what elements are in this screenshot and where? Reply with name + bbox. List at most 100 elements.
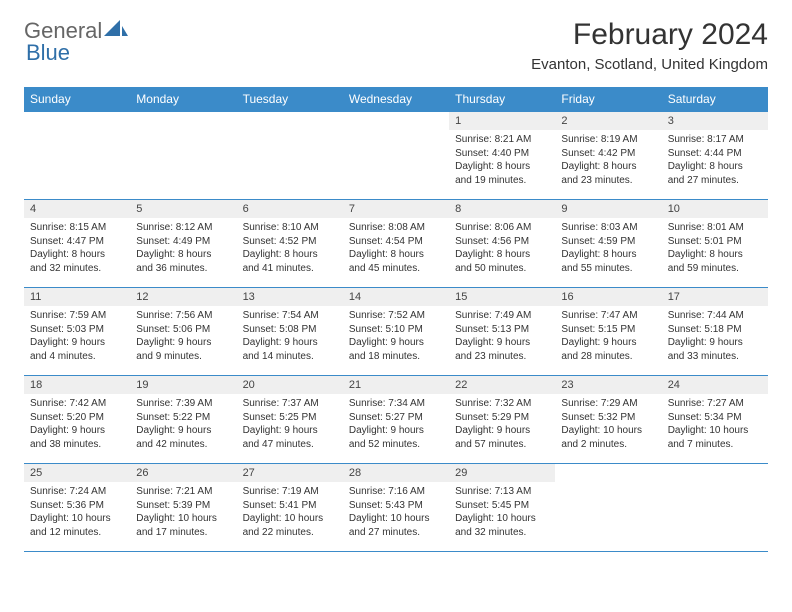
calendar-day-cell: 3Sunrise: 8:17 AMSunset: 4:44 PMDaylight…	[662, 112, 768, 200]
day-details: Sunrise: 8:21 AMSunset: 4:40 PMDaylight:…	[449, 130, 555, 192]
day-details: Sunrise: 8:01 AMSunset: 5:01 PMDaylight:…	[662, 218, 768, 280]
daylight-text: Daylight: 9 hours and 33 minutes.	[668, 336, 762, 363]
day-details: Sunrise: 8:17 AMSunset: 4:44 PMDaylight:…	[662, 130, 768, 192]
sunrise-text: Sunrise: 8:03 AM	[561, 221, 655, 235]
calendar-day-cell: 15Sunrise: 7:49 AMSunset: 5:13 PMDayligh…	[449, 288, 555, 376]
day-details: Sunrise: 7:19 AMSunset: 5:41 PMDaylight:…	[237, 482, 343, 544]
calendar-day-cell: 12Sunrise: 7:56 AMSunset: 5:06 PMDayligh…	[130, 288, 236, 376]
sunrise-text: Sunrise: 8:06 AM	[455, 221, 549, 235]
sunrise-text: Sunrise: 8:08 AM	[349, 221, 443, 235]
sunset-text: Sunset: 5:10 PM	[349, 323, 443, 337]
daylight-text: Daylight: 9 hours and 28 minutes.	[561, 336, 655, 363]
sunrise-text: Sunrise: 7:19 AM	[243, 485, 337, 499]
daylight-text: Daylight: 8 hours and 45 minutes.	[349, 248, 443, 275]
calendar-day-cell: 8Sunrise: 8:06 AMSunset: 4:56 PMDaylight…	[449, 200, 555, 288]
day-details: Sunrise: 7:39 AMSunset: 5:22 PMDaylight:…	[130, 394, 236, 456]
sunrise-text: Sunrise: 7:56 AM	[136, 309, 230, 323]
sunset-text: Sunset: 5:32 PM	[561, 411, 655, 425]
sunset-text: Sunset: 4:59 PM	[561, 235, 655, 249]
daylight-text: Daylight: 9 hours and 42 minutes.	[136, 424, 230, 451]
sunset-text: Sunset: 5:18 PM	[668, 323, 762, 337]
calendar-day-cell: 2Sunrise: 8:19 AMSunset: 4:42 PMDaylight…	[555, 112, 661, 200]
day-details: Sunrise: 8:10 AMSunset: 4:52 PMDaylight:…	[237, 218, 343, 280]
calendar-day-cell: 17Sunrise: 7:44 AMSunset: 5:18 PMDayligh…	[662, 288, 768, 376]
sunset-text: Sunset: 4:44 PM	[668, 147, 762, 161]
calendar-day-cell: 13Sunrise: 7:54 AMSunset: 5:08 PMDayligh…	[237, 288, 343, 376]
sunset-text: Sunset: 4:49 PM	[136, 235, 230, 249]
calendar-day-cell: 20Sunrise: 7:37 AMSunset: 5:25 PMDayligh…	[237, 376, 343, 464]
day-number: 19	[130, 376, 236, 394]
location-subtitle: Evanton, Scotland, United Kingdom	[531, 56, 768, 73]
calendar-day-cell: 1Sunrise: 8:21 AMSunset: 4:40 PMDaylight…	[449, 112, 555, 200]
sunrise-text: Sunrise: 7:34 AM	[349, 397, 443, 411]
day-number: 26	[130, 464, 236, 482]
sunset-text: Sunset: 5:36 PM	[30, 499, 124, 513]
day-details: Sunrise: 7:52 AMSunset: 5:10 PMDaylight:…	[343, 306, 449, 368]
day-number: 11	[24, 288, 130, 306]
sunrise-text: Sunrise: 7:37 AM	[243, 397, 337, 411]
daylight-text: Daylight: 8 hours and 41 minutes.	[243, 248, 337, 275]
weekday-header: Sunday	[24, 87, 130, 112]
sunset-text: Sunset: 4:47 PM	[30, 235, 124, 249]
sunrise-text: Sunrise: 7:44 AM	[668, 309, 762, 323]
calendar-day-cell: ..	[237, 112, 343, 200]
day-number: 21	[343, 376, 449, 394]
sunrise-text: Sunrise: 8:19 AM	[561, 133, 655, 147]
daylight-text: Daylight: 8 hours and 55 minutes.	[561, 248, 655, 275]
day-details: Sunrise: 7:49 AMSunset: 5:13 PMDaylight:…	[449, 306, 555, 368]
calendar-day-cell: ..	[662, 464, 768, 552]
day-details: Sunrise: 7:29 AMSunset: 5:32 PMDaylight:…	[555, 394, 661, 456]
sunset-text: Sunset: 5:22 PM	[136, 411, 230, 425]
day-number: 4	[24, 200, 130, 218]
sunrise-text: Sunrise: 7:27 AM	[668, 397, 762, 411]
day-details: Sunrise: 8:15 AMSunset: 4:47 PMDaylight:…	[24, 218, 130, 280]
sunset-text: Sunset: 5:08 PM	[243, 323, 337, 337]
sunset-text: Sunset: 5:25 PM	[243, 411, 337, 425]
sunset-text: Sunset: 4:40 PM	[455, 147, 549, 161]
sunset-text: Sunset: 5:41 PM	[243, 499, 337, 513]
sunrise-text: Sunrise: 8:17 AM	[668, 133, 762, 147]
calendar-day-cell: 23Sunrise: 7:29 AMSunset: 5:32 PMDayligh…	[555, 376, 661, 464]
calendar-week-row: ........1Sunrise: 8:21 AMSunset: 4:40 PM…	[24, 112, 768, 200]
calendar-day-cell: 29Sunrise: 7:13 AMSunset: 5:45 PMDayligh…	[449, 464, 555, 552]
daylight-text: Daylight: 9 hours and 23 minutes.	[455, 336, 549, 363]
daylight-text: Daylight: 8 hours and 50 minutes.	[455, 248, 549, 275]
day-number: 14	[343, 288, 449, 306]
weekday-header-row: Sunday Monday Tuesday Wednesday Thursday…	[24, 87, 768, 112]
sunset-text: Sunset: 5:20 PM	[30, 411, 124, 425]
sunset-text: Sunset: 5:15 PM	[561, 323, 655, 337]
sunset-text: Sunset: 5:06 PM	[136, 323, 230, 337]
calendar-day-cell: ..	[343, 112, 449, 200]
sunset-text: Sunset: 5:45 PM	[455, 499, 549, 513]
day-number: 15	[449, 288, 555, 306]
calendar-day-cell: ..	[24, 112, 130, 200]
daylight-text: Daylight: 10 hours and 22 minutes.	[243, 512, 337, 539]
weekday-header: Saturday	[662, 87, 768, 112]
calendar-day-cell: 24Sunrise: 7:27 AMSunset: 5:34 PMDayligh…	[662, 376, 768, 464]
sunrise-text: Sunrise: 7:13 AM	[455, 485, 549, 499]
day-number: 3	[662, 112, 768, 130]
sunrise-text: Sunrise: 7:49 AM	[455, 309, 549, 323]
daylight-text: Daylight: 10 hours and 32 minutes.	[455, 512, 549, 539]
daylight-text: Daylight: 8 hours and 23 minutes.	[561, 160, 655, 187]
sunrise-text: Sunrise: 8:21 AM	[455, 133, 549, 147]
day-number: 13	[237, 288, 343, 306]
weekday-header: Tuesday	[237, 87, 343, 112]
day-number: 27	[237, 464, 343, 482]
day-number: 1	[449, 112, 555, 130]
daylight-text: Daylight: 8 hours and 19 minutes.	[455, 160, 549, 187]
sunrise-text: Sunrise: 7:59 AM	[30, 309, 124, 323]
sunset-text: Sunset: 4:42 PM	[561, 147, 655, 161]
calendar-day-cell: 11Sunrise: 7:59 AMSunset: 5:03 PMDayligh…	[24, 288, 130, 376]
calendar-day-cell: ..	[555, 464, 661, 552]
sunrise-text: Sunrise: 8:10 AM	[243, 221, 337, 235]
calendar-day-cell: 25Sunrise: 7:24 AMSunset: 5:36 PMDayligh…	[24, 464, 130, 552]
day-details: Sunrise: 7:16 AMSunset: 5:43 PMDaylight:…	[343, 482, 449, 544]
calendar-day-cell: 27Sunrise: 7:19 AMSunset: 5:41 PMDayligh…	[237, 464, 343, 552]
day-details: Sunrise: 7:59 AMSunset: 5:03 PMDaylight:…	[24, 306, 130, 368]
day-number: 25	[24, 464, 130, 482]
day-number: 24	[662, 376, 768, 394]
day-details: Sunrise: 8:08 AMSunset: 4:54 PMDaylight:…	[343, 218, 449, 280]
brand-sail-icon	[102, 18, 130, 44]
day-details: Sunrise: 7:37 AMSunset: 5:25 PMDaylight:…	[237, 394, 343, 456]
